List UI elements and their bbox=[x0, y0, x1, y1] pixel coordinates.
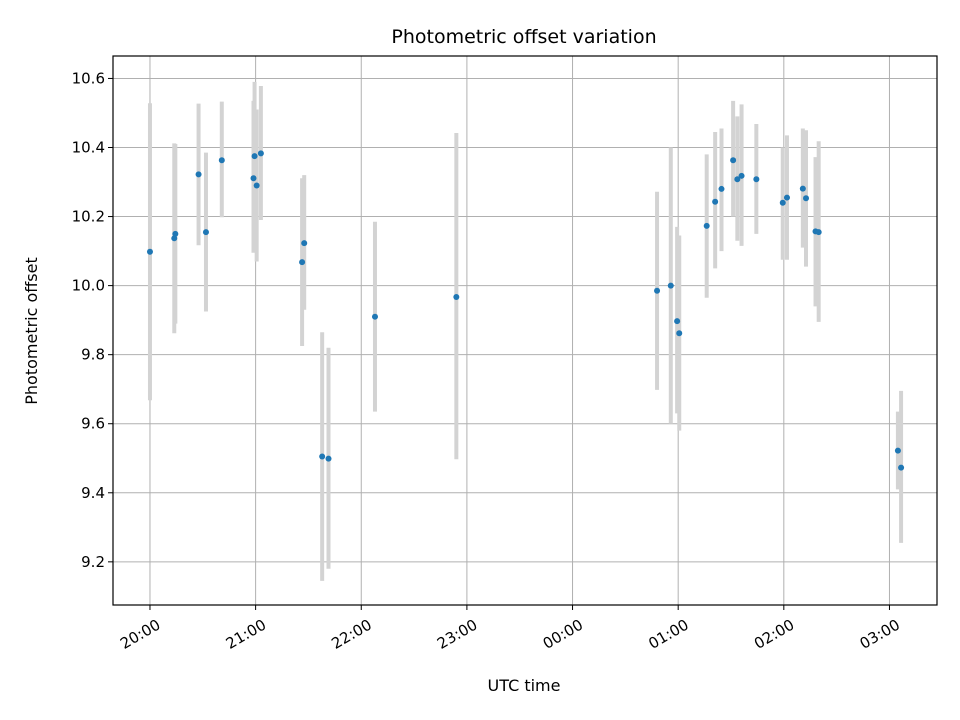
y-tick-label: 10.6 bbox=[72, 69, 105, 87]
data-point bbox=[251, 153, 258, 160]
data-point bbox=[894, 447, 901, 454]
data-point bbox=[325, 455, 332, 462]
y-tick-label: 9.6 bbox=[81, 415, 105, 433]
x-axis-label: UTC time bbox=[488, 676, 561, 695]
data-point bbox=[803, 195, 810, 202]
chart-title: Photometric offset variation bbox=[391, 26, 656, 48]
data-point bbox=[738, 172, 745, 179]
data-point bbox=[654, 287, 661, 294]
data-point bbox=[146, 248, 153, 255]
data-point bbox=[734, 176, 741, 183]
data-point bbox=[703, 222, 710, 229]
data-point bbox=[815, 229, 822, 236]
data-point bbox=[779, 199, 786, 206]
data-point bbox=[202, 229, 209, 236]
data-point bbox=[218, 157, 225, 164]
data-point bbox=[195, 171, 202, 178]
data-point bbox=[898, 464, 905, 471]
y-axis-label: Photometric offset bbox=[22, 257, 41, 405]
data-point bbox=[783, 194, 790, 201]
data-point bbox=[674, 318, 681, 325]
plot-frame bbox=[112, 55, 938, 606]
data-point bbox=[453, 294, 460, 301]
data-point bbox=[730, 157, 737, 164]
data-point bbox=[371, 313, 378, 320]
y-tick-label: 10.0 bbox=[72, 277, 105, 295]
data-point bbox=[253, 182, 260, 189]
data-point bbox=[676, 330, 683, 337]
y-tick-label: 9.8 bbox=[81, 346, 105, 364]
data-point bbox=[319, 453, 326, 460]
y-tick-label: 9.4 bbox=[81, 484, 105, 502]
y-tick-label: 10.4 bbox=[72, 139, 105, 157]
data-point bbox=[301, 240, 308, 247]
y-tick-label: 10.2 bbox=[72, 208, 105, 226]
data-points bbox=[146, 150, 905, 471]
data-point bbox=[753, 176, 760, 183]
data-point bbox=[799, 185, 806, 192]
data-point bbox=[171, 235, 178, 242]
data-point bbox=[718, 185, 725, 192]
data-point bbox=[257, 150, 264, 157]
data-point bbox=[299, 259, 306, 266]
data-point bbox=[172, 230, 179, 237]
data-point bbox=[250, 175, 257, 182]
data-point bbox=[667, 282, 674, 289]
data-point bbox=[712, 198, 719, 205]
y-tick-label: 9.2 bbox=[81, 553, 105, 571]
